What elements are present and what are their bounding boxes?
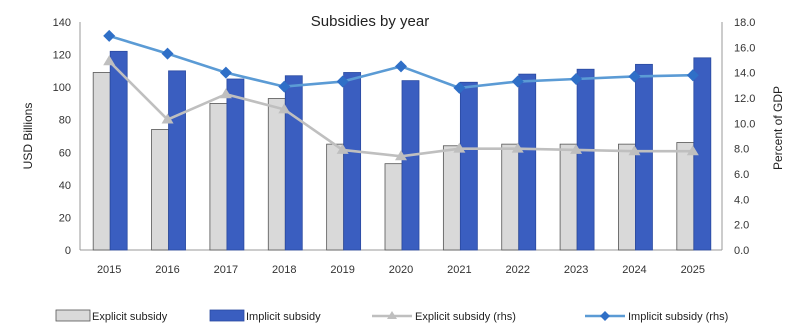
explicit-subsidy-rhs-point [628,145,641,156]
y-tick-label-left: 140 [53,17,71,29]
implicit-subsidy-bar [635,63,653,251]
explicit-subsidy-rhs-point [219,88,232,99]
explicit-subsidy-bar [442,145,461,251]
implicit-subsidy-rhs-point [395,60,407,73]
y-tick-label-right: 18.0 [734,17,755,29]
legend-implicit-subsidy-rhs-label: Implicit subsidy (rhs) [628,311,728,323]
y-tick-label-right: 2.0 [734,220,749,232]
implicit-subsidy-bar [518,73,537,251]
y-tick-label-right: 0.0 [734,245,749,257]
implicit-subsidy-rhs-point [161,47,174,60]
implicit-subsidy-rhs-point [278,80,291,93]
implicit-subsidy-bar [459,81,478,251]
implicit-subsidy-rhs-point [336,75,349,88]
y-tick-label-left: 80 [59,115,71,127]
implicit-subsidy-rhs-point [511,75,524,88]
explicit-subsidy-bar [384,163,403,251]
implicit-subsidy-bar [284,75,303,251]
y-tick-label-right: 6.0 [734,169,749,181]
y-axis-title-left: USD Billions [21,103,35,170]
implicit-subsidy-rhs-point [570,73,583,85]
explicit-subsidy-bar [676,142,695,251]
x-tick-label: 2020 [389,264,413,276]
explicit-subsidy-bar [559,143,578,251]
implicit-subsidy-rhs-point [686,69,699,82]
y-tick-label-right: 12.0 [734,93,755,105]
explicit-subsidy-rhs-point [103,55,116,66]
y-axis-title-right: Percent of GDP [771,86,785,170]
explicit-subsidy-bar [92,72,111,251]
legend-explicit-subsidy-rhs-swatch-marker [387,311,397,319]
explicit-subsidy-rhs-point [395,150,407,161]
explicit-subsidy-bar [267,98,286,251]
implicit-subsidy-rhs-point [103,29,116,42]
explicit-subsidy-rhs-point [161,113,174,124]
x-tick-label: 2023 [564,264,588,276]
y-tick-label-left: 0 [65,245,71,257]
implicit-subsidy-bar [109,50,128,251]
y-tick-label-right: 4.0 [734,194,749,206]
x-tick-label: 2017 [214,264,238,276]
implicit-subsidy-bar [576,68,595,251]
implicit-subsidy-bar [343,72,362,251]
x-tick-label: 2025 [681,264,705,276]
chart-title: Subsidies by year [311,13,429,30]
explicit-subsidy-rhs-point [511,142,524,153]
implicit-subsidy-rhs-point [219,66,232,79]
explicit-subsidy-bar [151,129,169,251]
explicit-subsidy-rhs-point [686,145,699,156]
explicit-subsidy-bar [209,103,228,251]
x-tick-label: 2018 [272,264,296,276]
y-tick-label-left: 40 [59,180,71,192]
implicit-subsidy-rhs-point [453,81,466,94]
legend-implicit-subsidy-label: Implicit subsidy [246,311,321,323]
legend-implicit-subsidy-rhs-swatch-marker [600,311,610,321]
explicit-subsidy-rhs-point [570,143,583,154]
x-tick-label: 2024 [622,264,646,276]
y-tick-label-right: 16.0 [734,42,755,54]
implicit-subsidy-bar [168,70,186,251]
legend-explicit-subsidy-rhs-label: Explicit subsidy (rhs) [415,311,516,323]
explicit-subsidy-rhs-point [453,142,466,153]
legend-implicit-subsidy-swatch [209,309,245,322]
x-tick-label: 2022 [505,264,529,276]
y-tick-label-right: 14.0 [734,68,755,80]
explicit-subsidy-rhs-point [336,143,349,154]
implicit-subsidy-rhs-point [628,70,641,83]
legend-explicit-subsidy-label: Explicit subsidy [92,311,168,323]
y-tick-label-right: 10.0 [734,118,755,130]
x-tick-label: 2016 [155,264,179,276]
x-tick-label: 2021 [447,264,471,276]
y-tick-label-left: 60 [59,147,71,159]
x-tick-label: 2019 [330,264,354,276]
y-tick-label-left: 100 [53,82,71,94]
legend-explicit-subsidy-swatch [55,309,91,322]
x-tick-label: 2015 [97,264,121,276]
explicit-subsidy-bar [326,143,345,251]
implicit-subsidy-bar [226,78,245,251]
y-tick-label-right: 8.0 [734,144,749,156]
explicit-subsidy-rhs-point [278,103,291,114]
implicit-subsidy-bar [401,80,420,251]
explicit-subsidy-rhs-line [108,60,693,158]
explicit-subsidy-bar [501,143,520,251]
y-tick-label-left: 120 [53,50,71,62]
y-tick-label-left: 20 [59,212,71,224]
explicit-subsidy-bar [618,143,636,251]
